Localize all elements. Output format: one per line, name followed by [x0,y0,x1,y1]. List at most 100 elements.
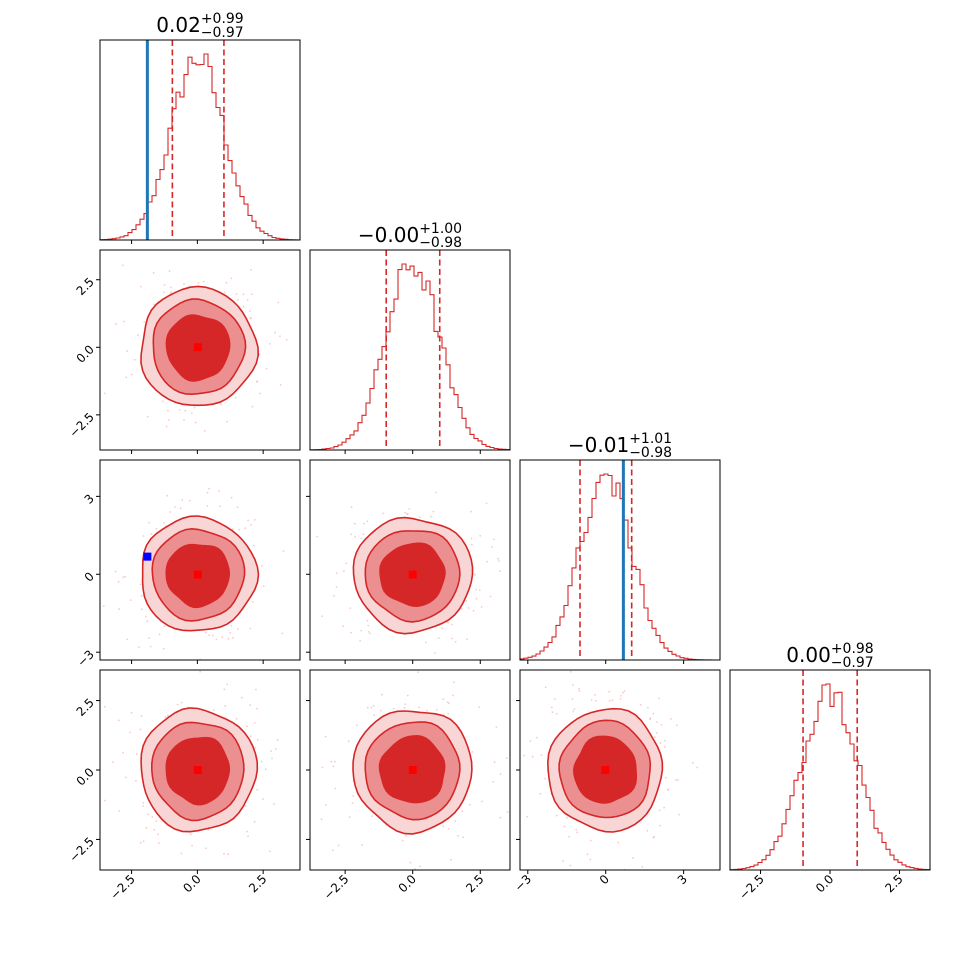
sample-point [373,714,376,716]
sample-point [149,645,152,648]
sample-point [426,709,428,712]
contour-panel-0-2: −3 0 3 [75,459,301,670]
sample-point [265,367,268,370]
x-tick-label-2: 3 [675,872,690,887]
sample-point [183,666,185,668]
sample-point [664,739,666,742]
sample-point [366,619,369,622]
sample-point [382,512,385,515]
y-tick-label-1: 2.5 [74,275,97,298]
sample-point [354,536,356,538]
sample-point [497,557,499,560]
sample-point [391,666,393,668]
sample-point [316,535,319,538]
x-tick-label-0: 0.0 [180,872,203,895]
sample-point [470,537,473,540]
sample-point [531,755,534,758]
sample-point [247,835,250,838]
sample-point [221,875,223,877]
sample-point [246,725,248,728]
sample-point [498,560,500,562]
sample-point [469,803,471,806]
sample-point [142,840,145,842]
sample-point [124,575,127,578]
title-plus-3: +0.98 [831,641,874,657]
sample-point [335,572,338,574]
sample-point [277,663,279,665]
sample-point [350,533,353,536]
sample-point [585,664,587,666]
sample-point [170,286,172,289]
sample-point [194,421,197,424]
sample-point [670,718,672,720]
histogram-step-2 [519,473,720,661]
sample-point [268,850,271,853]
sample-point [254,746,257,749]
sample-point [190,833,192,836]
sample-point [589,839,592,842]
sample-point [555,712,558,715]
sample-point [623,689,626,692]
sample-point [249,627,252,630]
sample-point [276,739,279,742]
sample-point [320,818,323,821]
sample-point [653,736,656,739]
sample-point [282,550,285,552]
sample-point [163,625,166,628]
x-tick-label-1: 2.5 [463,872,486,895]
sample-point [256,380,259,383]
sample-point [491,546,493,548]
sample-point [405,834,407,837]
sample-point [480,606,483,608]
sample-point [361,844,363,846]
sample-point [117,663,119,665]
sample-point [622,691,624,694]
sample-point [435,709,438,711]
sample-point [652,836,655,839]
sample-point [333,594,335,597]
sample-point [485,502,488,505]
title-plus-0: +0.99 [201,11,244,27]
sample-point [575,828,578,831]
title-minus-3: −0.97 [831,655,874,671]
sample-point [253,722,256,724]
sample-point [372,704,375,707]
sample-point [325,804,327,806]
sample-point [562,860,564,863]
sample-point [165,425,168,428]
sample-point [499,816,502,819]
y-tick-label-1: 0.0 [74,342,97,365]
sample-point [233,245,235,247]
sample-point [176,703,179,706]
sample-point [345,562,348,565]
sample-point [236,628,239,630]
sample-point [208,487,211,490]
panel-frame-0-2 [99,459,301,661]
sample-point [366,520,369,523]
sample-point [544,777,546,780]
sample-point [417,671,419,674]
sample-point [146,620,149,623]
sample-point [174,506,176,508]
sample-point [576,831,579,834]
sample-point [611,699,614,702]
sample-point [539,792,542,795]
sample-point [367,631,370,633]
sample-point [451,637,453,640]
sample-point [251,600,254,603]
sample-point [197,281,200,284]
sample-point [225,281,228,284]
sample-point [511,813,513,815]
sample-point [430,515,433,518]
title-plus-1: +1.00 [419,221,462,237]
sample-point [551,711,554,714]
sample-point [595,699,597,702]
sample-point [118,608,120,611]
sample-point [121,452,123,454]
sample-point [77,403,79,405]
sample-point [253,820,256,823]
sample-point [403,706,406,709]
sample-point [262,585,265,588]
sample-point [332,765,335,768]
sample-point [207,828,210,831]
